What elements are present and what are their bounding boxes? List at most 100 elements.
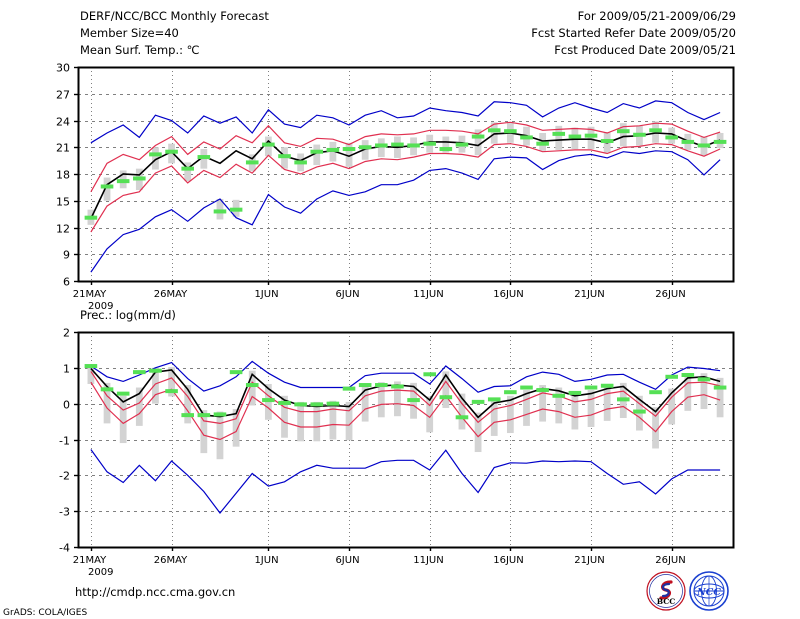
observed-marker (197, 413, 211, 418)
range-bar (297, 401, 305, 442)
range-bar (442, 136, 450, 153)
observed-marker (423, 372, 436, 377)
observed-marker (326, 401, 340, 406)
observed-marker (520, 135, 533, 140)
observed-marker (552, 131, 566, 136)
y-tick-label: -3 (59, 506, 70, 519)
y-tick-label: 18 (56, 169, 70, 182)
range-bar (539, 385, 547, 422)
x-tick-label: 21JUN (574, 289, 604, 300)
observed-marker (100, 184, 114, 189)
range-bar (555, 387, 563, 424)
y-tick-label: 21 (56, 142, 70, 155)
observed-marker (504, 390, 517, 395)
observed-marker (149, 152, 162, 157)
observed-marker (165, 149, 178, 154)
observed-marker (584, 133, 598, 138)
observed-marker (294, 160, 307, 165)
observed-marker (375, 143, 388, 148)
x-tick-label: 21MAY (73, 289, 107, 300)
x-axis-year: 2009 (88, 567, 113, 575)
svg-text:NCC: NCC (696, 587, 721, 598)
observed-marker (133, 370, 146, 375)
range-bar (345, 142, 353, 167)
series-min (90, 449, 721, 514)
range-bar (394, 381, 401, 417)
observed-marker (633, 409, 646, 414)
member-size-label: Member Size=40 (80, 26, 179, 40)
observed-marker (681, 139, 695, 144)
observed-marker (358, 383, 372, 388)
observed-marker (617, 397, 630, 402)
x-tick-label: 16JUN (493, 289, 523, 300)
series-spread_low (90, 381, 721, 441)
range-bar (490, 122, 498, 144)
x-tick-label: 1JUN (254, 555, 278, 566)
svg-text:BCC: BCC (657, 597, 675, 606)
range-bar (684, 374, 692, 411)
y-tick-label: 27 (56, 89, 70, 102)
temperature-chart: 6 9 12 15 18 21 24 27 30 21MAY 26MAY 1JUN 6JUN 11JUN 1… (56, 62, 735, 312)
range-bar (571, 392, 579, 430)
observed-marker (600, 139, 614, 144)
y-tick-label: -2 (59, 470, 70, 483)
range-bar (184, 385, 192, 424)
x-tick-label: 26MAY (154, 555, 188, 566)
observed-marker (697, 143, 711, 148)
range-bar (700, 373, 708, 410)
observed-marker (245, 160, 259, 165)
observed-marker (713, 139, 727, 144)
observed-marker (407, 398, 420, 403)
x-tick-label: 16JUN (493, 555, 523, 566)
range-bar (555, 125, 563, 150)
observed-marker (391, 384, 404, 389)
footer-url[interactable]: http://cmdp.ncc.cma.gov.cn (75, 585, 236, 599)
temp-chart-title: Mean Surf. Temp.: ℃ (80, 43, 200, 57)
observed-marker (455, 415, 469, 420)
series-max (90, 360, 721, 393)
page-title: DERF/NCC/BCC Monthly Forecast (80, 9, 269, 23)
x-tick-label: 26JUN (655, 555, 685, 566)
range-bar (523, 390, 530, 426)
fcst-produced-date: Fcst Produced Date 2009/05/21 (554, 43, 736, 57)
x-tick-label: 11JUN (413, 289, 443, 300)
observed-marker (342, 147, 356, 152)
range-bar (603, 385, 611, 421)
range-bar (587, 390, 595, 427)
observed-marker (423, 141, 436, 146)
range-bar (152, 147, 159, 170)
y-tick-label: -1 (59, 435, 70, 448)
observed-marker (536, 388, 549, 393)
observed-marker (278, 400, 291, 405)
series-mean (90, 132, 721, 219)
observed-marker (278, 154, 291, 159)
observed-marker (229, 370, 243, 375)
observed-marker (617, 129, 630, 134)
range-bar (216, 198, 224, 220)
prec-chart-title: Prec.: log(mm/d) (80, 308, 176, 322)
observed-marker (487, 128, 501, 133)
range-bar (619, 123, 627, 147)
range-bar (248, 370, 256, 406)
observed-marker (245, 383, 259, 388)
observed-marker (487, 397, 501, 402)
fcst-started-date: Fcst Started Refer Date 2009/05/20 (531, 26, 736, 40)
x-tick-label: 6JUN (335, 289, 359, 300)
range-bar (184, 162, 192, 182)
bcc-logo: BCC (646, 571, 686, 611)
observed-marker (713, 385, 727, 390)
grads-credit: GrADS: COLA/IGES (3, 608, 88, 618)
observed-marker (584, 385, 598, 390)
range-bar (119, 395, 127, 444)
range-bar (216, 411, 224, 460)
series-max (90, 100, 721, 144)
observed-marker (149, 368, 162, 373)
series-spread_high (90, 121, 721, 193)
observed-marker (504, 129, 517, 134)
x-axis-year: 2009 (88, 301, 113, 312)
range-bar (361, 140, 369, 160)
series-spread_low (90, 143, 721, 233)
y-tick-label: 1 (63, 363, 70, 376)
range-bar (668, 388, 676, 425)
